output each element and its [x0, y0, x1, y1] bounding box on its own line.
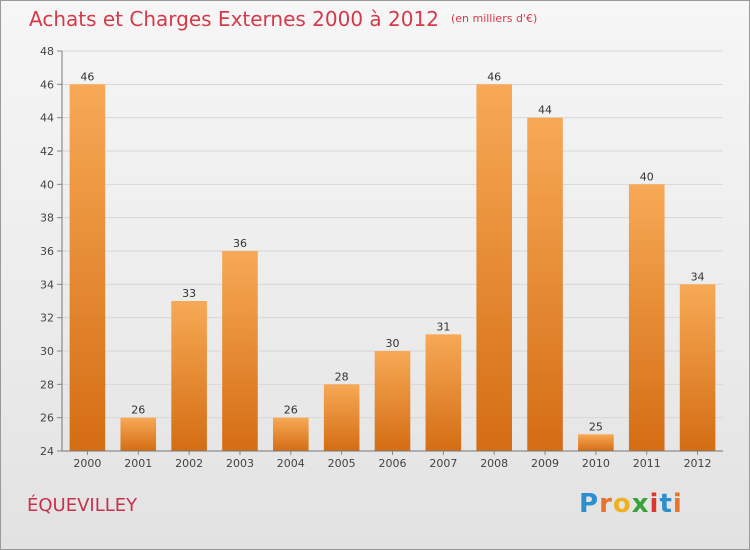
data-label: 31 — [436, 320, 450, 333]
bar — [425, 334, 462, 451]
data-label: 36 — [233, 237, 247, 250]
y-tick-label: 32 — [40, 312, 54, 325]
logo-letter: o — [612, 489, 632, 519]
bar — [527, 117, 563, 452]
title-text: Achats et Charges Externes 2000 à 2012 — [29, 7, 439, 31]
x-tick-label: 2002 — [175, 457, 203, 470]
y-tick-label: 40 — [40, 178, 54, 191]
x-tick-label: 2009 — [531, 457, 559, 470]
x-tick-label: 2001 — [124, 457, 152, 470]
y-tick-label: 26 — [40, 412, 54, 425]
y-tick-label: 42 — [40, 145, 54, 158]
bar — [69, 84, 106, 451]
y-tick-label: 44 — [40, 112, 54, 125]
x-tick-label: 2005 — [328, 457, 356, 470]
logo-letter: r — [599, 489, 613, 519]
data-label: 26 — [131, 404, 145, 417]
y-tick-label: 36 — [40, 245, 54, 258]
y-tick-label: 24 — [40, 445, 54, 458]
bar — [476, 84, 512, 451]
data-label: 34 — [691, 270, 705, 283]
bar — [273, 417, 309, 451]
bar — [222, 251, 258, 451]
bar — [171, 301, 207, 451]
data-label: 46 — [487, 70, 501, 83]
title-unit: (en milliers d'€) — [450, 12, 538, 25]
y-tick-label: 30 — [40, 345, 54, 358]
y-tick-label: 38 — [40, 212, 54, 225]
bar — [323, 384, 360, 451]
y-tick-label: 48 — [40, 45, 54, 58]
y-tick-label: 46 — [40, 78, 54, 91]
x-tick-label: 2007 — [429, 457, 457, 470]
x-tick-label: 2012 — [684, 457, 712, 470]
y-tick-label: 28 — [40, 378, 54, 391]
x-tick-label: 2003 — [226, 457, 254, 470]
x-tick-label: 2008 — [480, 457, 508, 470]
logo-letter: x — [631, 489, 650, 519]
x-tick-label: 2011 — [633, 457, 661, 470]
bar — [374, 351, 411, 451]
data-label: 30 — [386, 337, 400, 350]
data-label: 28 — [335, 370, 349, 383]
logo-letter: i — [649, 489, 660, 519]
data-label: 40 — [640, 170, 654, 183]
bar — [578, 434, 614, 451]
chart-title: Achats et Charges Externes 2000 à 2012 (e… — [29, 7, 537, 31]
data-label: 33 — [182, 287, 196, 300]
logo-letter: P — [579, 489, 600, 519]
logo-letter: t — [659, 489, 673, 519]
x-tick-label: 2006 — [379, 457, 407, 470]
x-tick-label: 2004 — [277, 457, 305, 470]
x-tick-label: 2000 — [73, 457, 101, 470]
commune-name: ÉQUEVILLEY — [27, 495, 138, 516]
bars: 46 26 33 36 26 28 30 31 46 44 25 40 34 — [69, 70, 716, 452]
bar — [120, 417, 157, 451]
data-label: 25 — [589, 420, 603, 433]
data-label: 26 — [284, 404, 298, 417]
y-tick-label: 34 — [40, 278, 54, 291]
bar — [679, 284, 716, 451]
bar — [628, 184, 665, 452]
logo-letter: i — [672, 489, 683, 519]
data-label: 46 — [80, 70, 94, 83]
axes: 24 26 28 30 32 34 36 38 40 42 44 46 48 2000 2001 2002 20… — [40, 45, 723, 470]
x-tick-label: 2010 — [582, 457, 610, 470]
data-label: 44 — [538, 104, 552, 117]
proxiti-logo: Proxiti — [579, 489, 683, 519]
